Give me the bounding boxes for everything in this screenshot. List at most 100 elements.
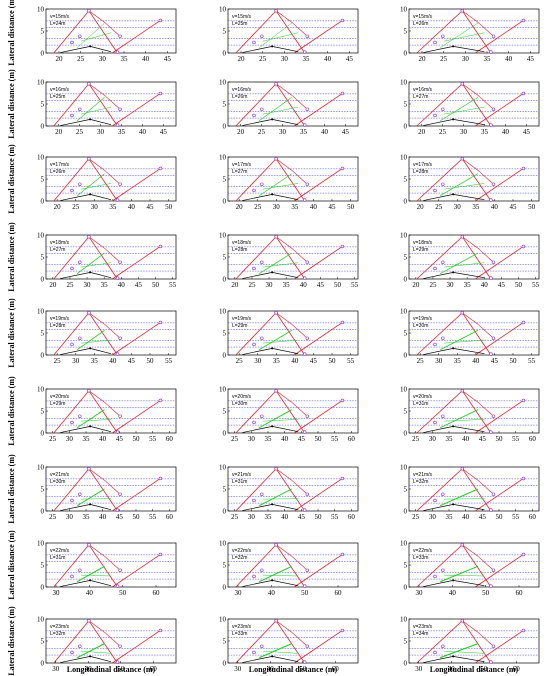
x-tick-label: 40 bbox=[300, 281, 308, 289]
vehicle-marker bbox=[89, 118, 92, 121]
y-tick-label: 0 bbox=[404, 123, 408, 131]
x-tick-label: 25 bbox=[440, 55, 448, 63]
boundary-marker bbox=[340, 398, 345, 403]
x-tick-label: 25 bbox=[435, 203, 443, 211]
y-tick-label: 0 bbox=[223, 50, 227, 58]
y-tick-label: 10 bbox=[219, 308, 227, 316]
y-tick-label: 5 bbox=[41, 330, 45, 338]
boundary-marker bbox=[118, 107, 122, 111]
x-tick-label: 20 bbox=[55, 128, 63, 136]
length-annotation: L=34m bbox=[413, 631, 428, 637]
x-tick-label: 30 bbox=[462, 55, 470, 63]
boundary-marker bbox=[252, 113, 256, 118]
boundary-marker bbox=[491, 644, 496, 648]
vehicle-line bbox=[242, 46, 299, 53]
boundary-marker bbox=[274, 157, 278, 161]
speed-annotation: v=16m/s bbox=[232, 87, 252, 93]
trajectory-line bbox=[444, 574, 485, 577]
y-tick-label: 10 bbox=[219, 6, 227, 14]
boundary-marker bbox=[274, 235, 278, 239]
boundary-marker bbox=[433, 420, 437, 425]
trajectory-line bbox=[444, 419, 485, 422]
boundary-marker bbox=[78, 182, 82, 186]
x-tick-label: 30 bbox=[91, 203, 99, 211]
boundary-marker bbox=[489, 584, 493, 588]
y-tick-label: 5 bbox=[41, 101, 45, 109]
boundary-line bbox=[294, 322, 343, 356]
boundary-marker bbox=[115, 352, 120, 356]
x-tick-label: 35 bbox=[300, 128, 308, 136]
y-tick-label: 0 bbox=[41, 276, 45, 284]
boundary-marker bbox=[274, 543, 278, 547]
y-tick-label: 0 bbox=[41, 430, 45, 438]
x-tick-label: 30 bbox=[435, 357, 443, 365]
trajectory-line bbox=[81, 106, 112, 115]
x-tick-label: 25 bbox=[258, 128, 266, 136]
y-tick-label: 0 bbox=[223, 508, 227, 516]
boundary-marker bbox=[340, 552, 345, 557]
subplot: 20 25 30 35 40 45 50 55 0 5 10 v=18m/sL=29m bbox=[400, 232, 540, 290]
boundary-marker bbox=[489, 430, 493, 434]
y-tick-label: 10 bbox=[37, 386, 45, 394]
boundary-marker bbox=[87, 619, 91, 623]
x-tick-label: 55 bbox=[165, 357, 173, 365]
vehicle-line bbox=[60, 348, 112, 355]
boundary-line bbox=[294, 93, 343, 127]
x-tick-label: 40 bbox=[142, 55, 150, 63]
x-tick-label: 50 bbox=[315, 513, 323, 521]
length-annotation: L=31m bbox=[50, 555, 65, 561]
boundary-line bbox=[462, 158, 494, 185]
trajectory-line bbox=[76, 565, 105, 583]
boundary-marker bbox=[252, 342, 256, 347]
boundary-line bbox=[112, 322, 161, 356]
boundary-line bbox=[294, 168, 343, 202]
boundary-marker bbox=[78, 568, 82, 572]
boundary-marker bbox=[521, 320, 526, 325]
boundary-marker bbox=[158, 320, 163, 325]
x-tick-label: 45 bbox=[317, 281, 325, 289]
boundary-marker bbox=[441, 182, 445, 186]
subplot: 30 40 50 60 0 5 10 v=23m/sL=33m bbox=[219, 616, 359, 673]
subplot: 20 25 30 35 40 45 50 55 0 5 10 v=18m/sL=27m bbox=[37, 232, 177, 290]
vehicle-line bbox=[242, 580, 299, 587]
boundary-marker bbox=[491, 182, 496, 186]
vehicle-line bbox=[60, 119, 112, 126]
boundary-marker bbox=[260, 336, 264, 340]
x-tick-label: 40 bbox=[109, 357, 117, 365]
x-tick-label: 40 bbox=[481, 281, 489, 289]
trajectory-line bbox=[81, 339, 112, 344]
x-tick-label: 25 bbox=[236, 357, 244, 365]
trajectory-line bbox=[263, 574, 299, 577]
boundary-marker bbox=[521, 91, 526, 96]
x-tick-label: 40 bbox=[99, 513, 107, 521]
x-tick-label: 35 bbox=[83, 513, 91, 521]
x-tick-label: 40 bbox=[99, 435, 107, 443]
boundary-marker bbox=[305, 568, 309, 572]
length-annotation: L=27m bbox=[413, 94, 428, 100]
subplot: 25 30 35 40 45 50 55 0 5 10 v=19m/sL=29m bbox=[219, 308, 359, 365]
boundary-marker bbox=[340, 320, 345, 325]
x-tick-label: 25 bbox=[77, 55, 85, 63]
boundary-marker bbox=[305, 336, 309, 340]
x-tick-label: 35 bbox=[446, 513, 454, 521]
speed-annotation: v=17m/s bbox=[413, 162, 433, 168]
x-tick-label: 45 bbox=[342, 128, 350, 136]
boundary-marker bbox=[340, 18, 345, 23]
trajectory-line bbox=[263, 650, 299, 654]
y-axis-label: Lateral distance (m) bbox=[7, 606, 16, 676]
subplot: 20 25 30 35 40 45 50 55 0 5 10 v=18m/sL=28m bbox=[219, 232, 359, 290]
boundary-marker bbox=[70, 574, 74, 579]
boundary-line bbox=[475, 630, 524, 664]
vehicle-marker bbox=[452, 425, 455, 428]
vehicle-line bbox=[242, 272, 299, 279]
y-tick-label: 10 bbox=[219, 79, 227, 87]
boundary-marker bbox=[118, 336, 122, 340]
y-tick-label: 0 bbox=[41, 660, 45, 668]
boundary-marker bbox=[340, 244, 345, 249]
subplot: 25 30 35 40 45 50 55 60 0 5 10 v=21m/sL=30m bbox=[37, 464, 177, 521]
boundary-marker bbox=[305, 107, 309, 111]
speed-annotation: v=15m/s bbox=[232, 14, 252, 20]
x-tick-label: 45 bbox=[116, 513, 124, 521]
x-tick-label: 40 bbox=[321, 128, 329, 136]
trajectory-line bbox=[76, 409, 105, 429]
